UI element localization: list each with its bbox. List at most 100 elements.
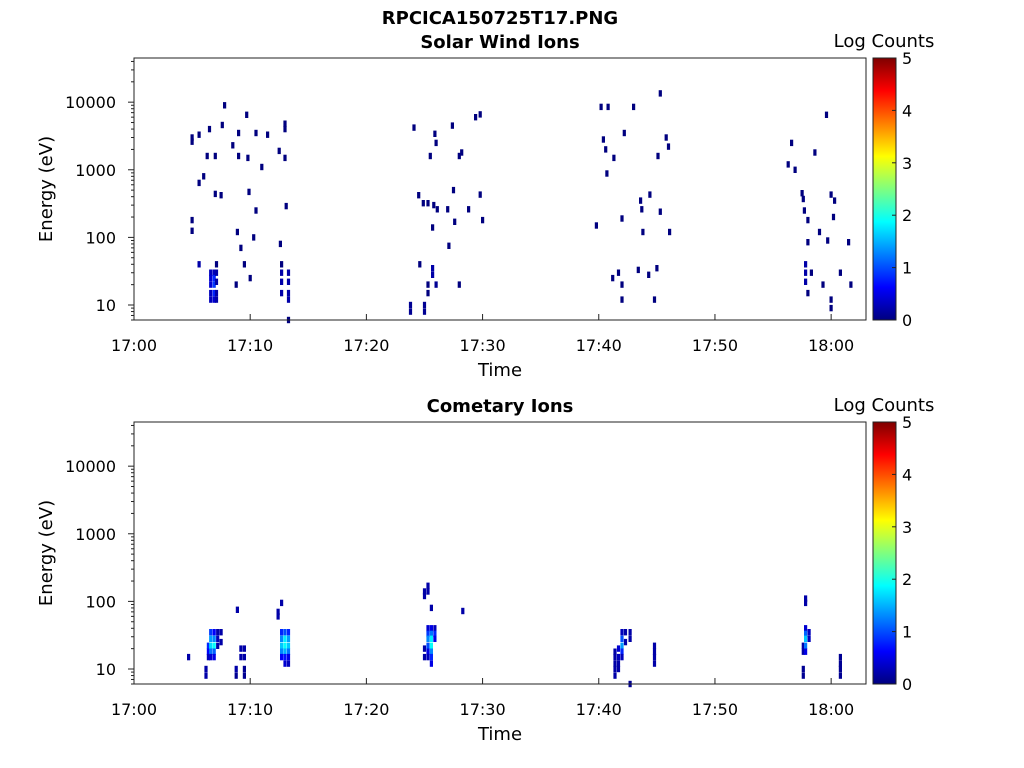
y-tick-label: 100 [85, 228, 116, 247]
data-bin [804, 625, 808, 632]
data-bin [206, 653, 210, 661]
x-tick-label: 17:30 [460, 700, 506, 719]
data-bin [209, 281, 213, 288]
axis-ticks: 17:00 17:10 17:20 17:30 17:40 17:50 18:00 10 100… [65, 60, 854, 355]
data-bin [623, 629, 628, 636]
data-bin [204, 665, 208, 673]
colorbar-tick-label: 3 [902, 154, 912, 173]
data-bin [826, 237, 830, 244]
data-bin [829, 304, 833, 312]
data-bin [636, 266, 640, 274]
data-bin [422, 301, 427, 309]
data-bin [804, 648, 808, 655]
data-marks [187, 582, 842, 688]
solar-wind-panel: Solar Wind Ions Log Counts Energy (eV) T… [36, 31, 934, 381]
data-bin [429, 648, 433, 655]
data-bin [209, 269, 213, 276]
data-bin [804, 261, 808, 268]
data-bin [231, 142, 235, 149]
data-bin [431, 265, 435, 272]
data-bin [594, 222, 598, 229]
y-tick-label: 10 [96, 296, 116, 315]
data-bin [197, 179, 201, 187]
x-tick-label: 17:20 [343, 336, 389, 355]
colorbar [872, 57, 897, 321]
data-bin [207, 125, 212, 133]
data-bin [242, 672, 246, 679]
data-bin [838, 672, 842, 679]
colorbar-tick-label: 5 [902, 49, 912, 68]
data-bin [283, 629, 287, 636]
data-bin [824, 111, 829, 118]
data-bin [616, 653, 621, 661]
data-bin [283, 653, 287, 661]
y-axis-label: Energy (eV) [36, 136, 57, 242]
colorbar-tick-label: 3 [902, 518, 912, 537]
data-bin [801, 672, 805, 679]
data-bin [604, 146, 608, 153]
data-bin [616, 269, 621, 276]
data-bin [286, 629, 291, 636]
data-bin [286, 653, 291, 661]
data-bin [280, 261, 284, 268]
data-bin [280, 642, 284, 649]
data-bin [214, 269, 219, 276]
data-bin [209, 289, 213, 297]
data-bin [433, 130, 437, 137]
data-bin [620, 281, 624, 288]
data-bin [284, 202, 288, 210]
data-bin [620, 296, 624, 303]
x-tick-label: 18:00 [808, 700, 854, 719]
data-bin [202, 173, 206, 180]
data-bin [212, 629, 216, 636]
data-bin [655, 265, 659, 272]
data-bin [632, 103, 636, 111]
data-bin [234, 281, 238, 288]
data-bin [286, 642, 291, 649]
data-bin [239, 645, 243, 652]
data-bin [286, 289, 291, 297]
data-bin [426, 653, 430, 661]
panel-title: Cometary Ions [427, 396, 574, 417]
x-tick-label: 17:30 [460, 336, 506, 355]
data-bin [235, 606, 239, 613]
data-bin [648, 191, 652, 198]
data-bin [426, 281, 430, 288]
data-bin [216, 629, 220, 636]
data-bin [283, 635, 287, 642]
data-bin [793, 166, 797, 173]
data-bin [247, 188, 251, 196]
data-bin [804, 635, 808, 642]
data-bin [234, 672, 238, 679]
data-bin [616, 665, 621, 673]
data-bin [209, 296, 213, 303]
data-bin [447, 242, 451, 249]
data-bin [212, 289, 216, 297]
x-tick-label: 17:10 [227, 336, 273, 355]
data-bin [235, 228, 239, 236]
data-bin [204, 672, 208, 679]
colorbar-tick-label: 5 [902, 413, 912, 432]
x-tick-label: 17:00 [111, 336, 157, 355]
data-bin [280, 629, 284, 636]
data-bin [286, 269, 291, 276]
data-bin [429, 653, 433, 661]
data-bin [280, 635, 284, 642]
plot-frame [133, 57, 867, 321]
data-bin [214, 296, 219, 303]
data-bin [190, 134, 194, 141]
colorbar-label: Log Counts [834, 31, 935, 52]
data-bin [190, 216, 194, 224]
data-bin [613, 660, 617, 667]
data-bin [429, 604, 433, 612]
data-bin [212, 635, 216, 642]
data-bin [286, 635, 291, 642]
data-bin [601, 136, 605, 143]
colorbar-label: Log Counts [834, 395, 935, 416]
data-bin [838, 665, 842, 673]
data-bin [461, 607, 465, 615]
data-bin [433, 625, 437, 632]
data-bin [209, 642, 213, 649]
data-bin [206, 642, 210, 649]
data-bin [286, 296, 291, 303]
